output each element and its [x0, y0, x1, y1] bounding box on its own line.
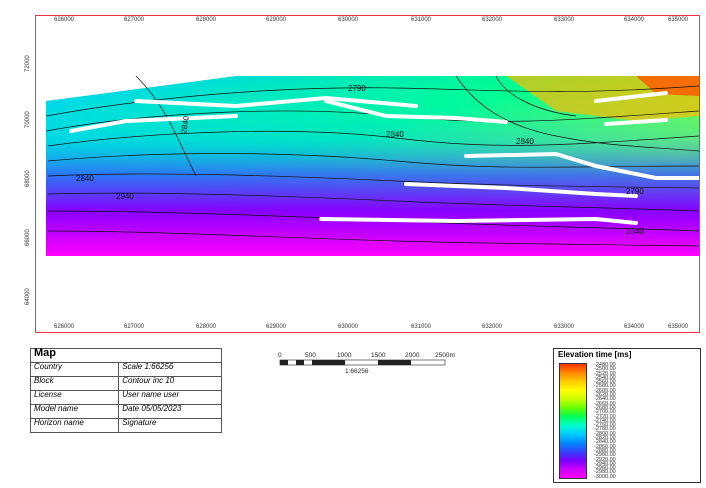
map-canvas[interactable]: 2790 2840 2840 2940 2840 2790 2840 2840 — [36, 16, 699, 332]
map-info-table: Map Country Scale 1:66256 Block Contour in… — [29, 348, 222, 433]
info-key: License — [29, 390, 120, 405]
scale-tick: 1000 — [337, 352, 352, 359]
x-tick-top: 635000 — [668, 17, 689, 23]
legend-label: -2680.00 — [594, 404, 616, 411]
x-tick-bottom: 628000 — [196, 324, 217, 330]
x-tick-top: 628000 — [196, 17, 217, 23]
legend-label: -2560.00 — [594, 379, 616, 386]
legend-label: -2700.00 — [594, 409, 616, 416]
x-tick-bottom: 634000 — [624, 324, 645, 330]
contour-label-group: 2790 2840 2840 2940 2840 2790 2840 2840 — [76, 84, 644, 236]
info-value: Signature — [118, 418, 222, 433]
scale-tick: 1500 — [371, 352, 386, 359]
x-tick-bottom: 631000 — [411, 324, 432, 330]
contour-label: 2790 — [626, 187, 644, 196]
legend-label: -2920.00 — [594, 456, 616, 463]
legend-title: Elevation time [ms] — [558, 350, 632, 359]
legend-label: -2520.00 — [594, 370, 616, 377]
legend-label: -2760.00 — [594, 422, 616, 429]
y-tick: 66000 — [25, 229, 31, 246]
legend-label: -3000.00 — [594, 473, 616, 480]
x-tick-top: 629000 — [266, 17, 287, 23]
contour-label: 2840 — [386, 130, 404, 139]
legend-label: -2640.00 — [594, 396, 616, 403]
contour-label: 2840 — [76, 174, 94, 183]
color-legend: Elevation time [ms] -2480.00 -2500.00 -252… — [553, 348, 701, 483]
legend-label: -2940.00 — [594, 460, 616, 467]
x-tick-bottom: 626000 — [54, 324, 75, 330]
legend-color-ramp — [559, 363, 587, 479]
legend-label: -2720.00 — [594, 413, 616, 420]
legend-label: -2800.00 — [594, 430, 616, 437]
info-key: Country — [29, 362, 120, 377]
scale-tick: 2000 — [405, 352, 420, 359]
scale-tick: 2500m — [435, 352, 455, 359]
y-tick: 68000 — [25, 170, 31, 187]
x-tick-top: 627000 — [124, 17, 145, 23]
scale-tick: 0 — [278, 352, 282, 359]
legend-label: -2620.00 — [594, 392, 616, 399]
y-tick: 72000 — [25, 55, 31, 72]
legend-label: -2960.00 — [594, 465, 616, 472]
info-value: Scale 1:66256 — [118, 362, 222, 377]
info-key: Horizon name — [29, 418, 120, 433]
legend-label: -2740.00 — [594, 417, 616, 424]
info-key: Block — [29, 376, 120, 391]
info-value: Contour inc 10 — [118, 376, 222, 391]
info-key: Model name — [29, 404, 120, 419]
info-value: Date 05/05/2023 — [118, 404, 222, 419]
legend-label: -2840.00 — [594, 439, 616, 446]
contour-label: 2790 — [348, 84, 366, 93]
info-title: Map — [30, 348, 222, 363]
contour-label: 2840 — [626, 227, 644, 236]
info-value: User name user — [118, 390, 222, 405]
x-tick-top: 634000 — [624, 17, 645, 23]
legend-label: -2900.00 — [594, 452, 616, 459]
surface-peak — [636, 76, 699, 96]
legend-label: -2600.00 — [594, 387, 616, 394]
contour-label: 2840 — [516, 137, 534, 146]
legend-label: -2860.00 — [594, 443, 616, 450]
scale-ratio: 1:66256 — [345, 368, 369, 375]
x-tick-top: 631000 — [411, 17, 432, 23]
legend-label: -2540.00 — [594, 374, 616, 381]
y-tick: 64000 — [25, 288, 31, 305]
x-tick-bottom: 635000 — [668, 324, 689, 330]
x-tick-bottom: 632000 — [482, 324, 503, 330]
legend-label: -2480.00 — [594, 362, 616, 368]
legend-label: -2500.00 — [594, 366, 616, 373]
contour-label: 2840 — [179, 115, 191, 135]
legend-label: -2660.00 — [594, 400, 616, 407]
scale-tick: 500 — [305, 352, 316, 359]
contour-label: 2940 — [116, 192, 134, 201]
legend-label: -2780.00 — [594, 426, 616, 433]
legend-label: -2880.00 — [594, 447, 616, 454]
map-frame: 2790 2840 2840 2940 2840 2790 2840 2840 … — [35, 15, 700, 333]
legend-label: -2580.00 — [594, 383, 616, 390]
legend-label: -2820.00 — [594, 435, 616, 442]
fault-lines — [69, 91, 699, 225]
x-tick-top: 630000 — [338, 17, 359, 23]
x-tick-top: 632000 — [482, 17, 503, 23]
x-tick-bottom: 633000 — [554, 324, 575, 330]
x-tick-top: 633000 — [554, 17, 575, 23]
legend-label: -2980.00 — [594, 469, 616, 476]
x-tick-top: 626000 — [54, 17, 75, 23]
x-tick-bottom: 629000 — [266, 324, 287, 330]
scale-bar: 0 500 1000 1500 2000 2500m 1:66256 — [278, 352, 455, 375]
x-tick-bottom: 630000 — [338, 324, 359, 330]
y-tick: 70000 — [25, 111, 31, 128]
x-tick-bottom: 627000 — [124, 324, 145, 330]
